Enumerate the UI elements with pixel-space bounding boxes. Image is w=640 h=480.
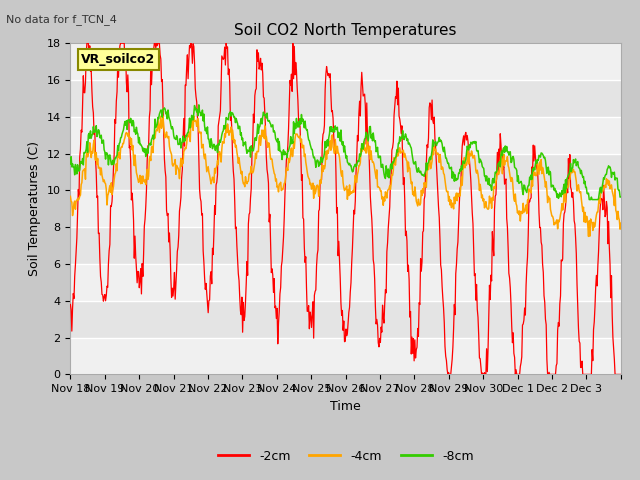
Bar <box>70 227 621 264</box>
Bar <box>70 154 621 191</box>
Bar <box>70 43 621 80</box>
Bar <box>70 264 621 301</box>
Bar <box>70 301 621 337</box>
Title: Soil CO2 North Temperatures: Soil CO2 North Temperatures <box>234 23 457 38</box>
X-axis label: Time: Time <box>330 400 361 413</box>
Bar <box>70 191 621 227</box>
Legend: -2cm, -4cm, -8cm: -2cm, -4cm, -8cm <box>212 444 479 468</box>
Text: VR_soilco2: VR_soilco2 <box>81 53 156 66</box>
Bar <box>70 117 621 154</box>
Bar <box>70 337 621 374</box>
Bar <box>70 80 621 117</box>
Text: No data for f_TCN_4: No data for f_TCN_4 <box>6 14 117 25</box>
Y-axis label: Soil Temperatures (C): Soil Temperatures (C) <box>28 141 41 276</box>
